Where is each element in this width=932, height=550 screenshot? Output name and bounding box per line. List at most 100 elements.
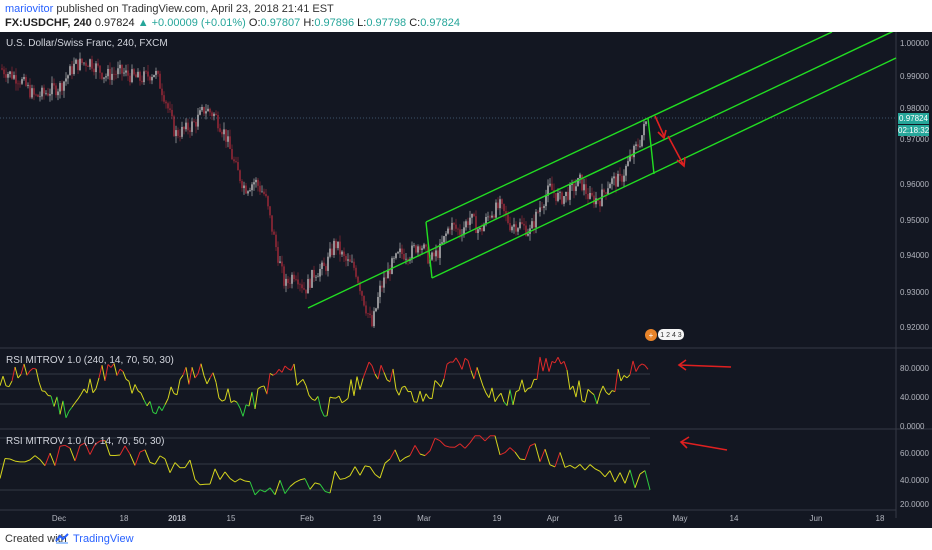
rsi-arrows-drawing[interactable] [677,359,732,451]
rsi-segment [461,358,466,370]
arrow-1-head[interactable] [657,129,667,140]
candle-body [185,122,187,130]
down-arrows-drawing[interactable] [654,115,686,168]
candle-body [431,252,433,260]
rsi2-pane-title[interactable]: RSI MITROV 1.0 (D, 14, 70, 50, 30) [6,436,165,447]
candle-body [257,179,259,186]
rsi-segment [384,458,391,464]
rsi-segment [439,440,446,447]
candle-body [509,223,511,231]
channel-bottom-line[interactable] [431,57,897,279]
rsi-segment [56,396,61,415]
rsi-segment [218,397,223,402]
rsi-segment [399,457,406,463]
candle-body [521,222,523,224]
candle-body [575,186,577,192]
rsi-segment [287,368,292,371]
rsi-segment [349,466,356,476]
rsi-segment [290,363,295,371]
candle-body [189,130,191,132]
tradingview-brand-link[interactable]: TradingView [73,533,134,545]
channel-lower-line[interactable] [307,32,896,309]
author-link[interactable]: mariovitor [5,3,54,15]
rsi2-arrow-head[interactable] [679,436,690,449]
candle-body [263,191,265,195]
candle-body [425,244,427,247]
candle-body [389,269,391,274]
candle-body [137,71,139,78]
candle-body [593,195,595,205]
main-pane-title[interactable]: U.S. Dollar/Swiss Franc, 240, FXCM [6,38,168,49]
rsi-segment [47,394,52,397]
candle-body [83,62,85,64]
chart-svg: + 1 2 4 3 1.00000 0.99000 0.970 [0,32,932,523]
rsi-segment [152,411,157,415]
rsi-segment [344,475,351,479]
candle-body [147,71,149,77]
candle-body [447,228,449,234]
candle-body [621,175,623,182]
candle-body [97,63,99,66]
rsi-segment [68,406,73,412]
candle-body [63,81,65,91]
candle-body [101,72,103,79]
candle-body [457,228,459,230]
parallel-channel-drawing[interactable] [307,32,897,309]
rsi-segment [95,377,100,389]
tradingview-logo-icon [55,533,69,544]
rsi-segment [128,381,133,394]
chart-canvas[interactable]: + 1 2 4 3 1.00000 0.99000 0.970 [0,32,932,528]
rsi-segment [443,364,448,379]
candle-body [523,223,525,226]
rsi-segment [229,478,236,483]
rsi-segment [251,391,256,410]
candle-body [467,221,469,225]
rsi1-pane-title[interactable]: RSI MITROV 1.0 (240, 14, 70, 50, 30) [6,355,174,366]
candle-body [479,228,481,230]
rsi-segment [125,378,130,382]
candle-body [267,196,269,207]
candle-body [95,63,97,73]
rsi-segment [608,390,613,396]
arrow-2-head[interactable] [676,156,686,168]
symbol-label[interactable]: FX:USDCHF, 240 [5,17,92,29]
rsi-segment [214,468,221,480]
candle-body [59,83,61,92]
price-axis[interactable]: 1.00000 0.99000 0.97000 0.96000 0.95000 … [900,39,929,332]
candle-body [455,224,457,229]
rsi2-arrow-shaft[interactable] [680,441,728,451]
channel-right-edge[interactable] [647,117,655,175]
candle-body [583,184,585,191]
rsi-segment [594,468,601,472]
rsi1-arrow-head[interactable] [677,359,687,371]
rsi1-arrow-shaft[interactable] [678,364,732,368]
channel-left-edge[interactable] [425,221,433,279]
candle-body [121,64,123,74]
candle-body [507,214,509,224]
candle-body [67,75,69,79]
candle-body [505,211,507,215]
candle-body [305,289,307,294]
candle-body [269,206,271,216]
events-badge[interactable]: + 1 2 4 3 [645,329,684,341]
arrow-1-shaft[interactable] [654,115,665,137]
channel-upper-line[interactable] [425,32,833,223]
candle-body [193,121,195,123]
candle-body [51,83,53,95]
rsi-segment [179,374,184,380]
candle-body [555,193,557,201]
candle-body [605,192,607,194]
candle-body [353,261,355,268]
candle-body [525,225,527,236]
rsi-segment [4,457,11,460]
arrow-2-shaft[interactable] [667,135,684,165]
candle-body [19,83,21,85]
candle-body [385,277,387,279]
rsi-segment [320,409,325,417]
rsi-segment [257,386,262,390]
rsi-segment [524,388,529,393]
time-axis[interactable]: Dec 18 2018 15 Feb 19 Mar 19 Apr 16 May … [52,514,885,523]
candle-body [337,241,339,249]
rsi-segment [89,378,94,393]
candle-body [403,253,405,260]
